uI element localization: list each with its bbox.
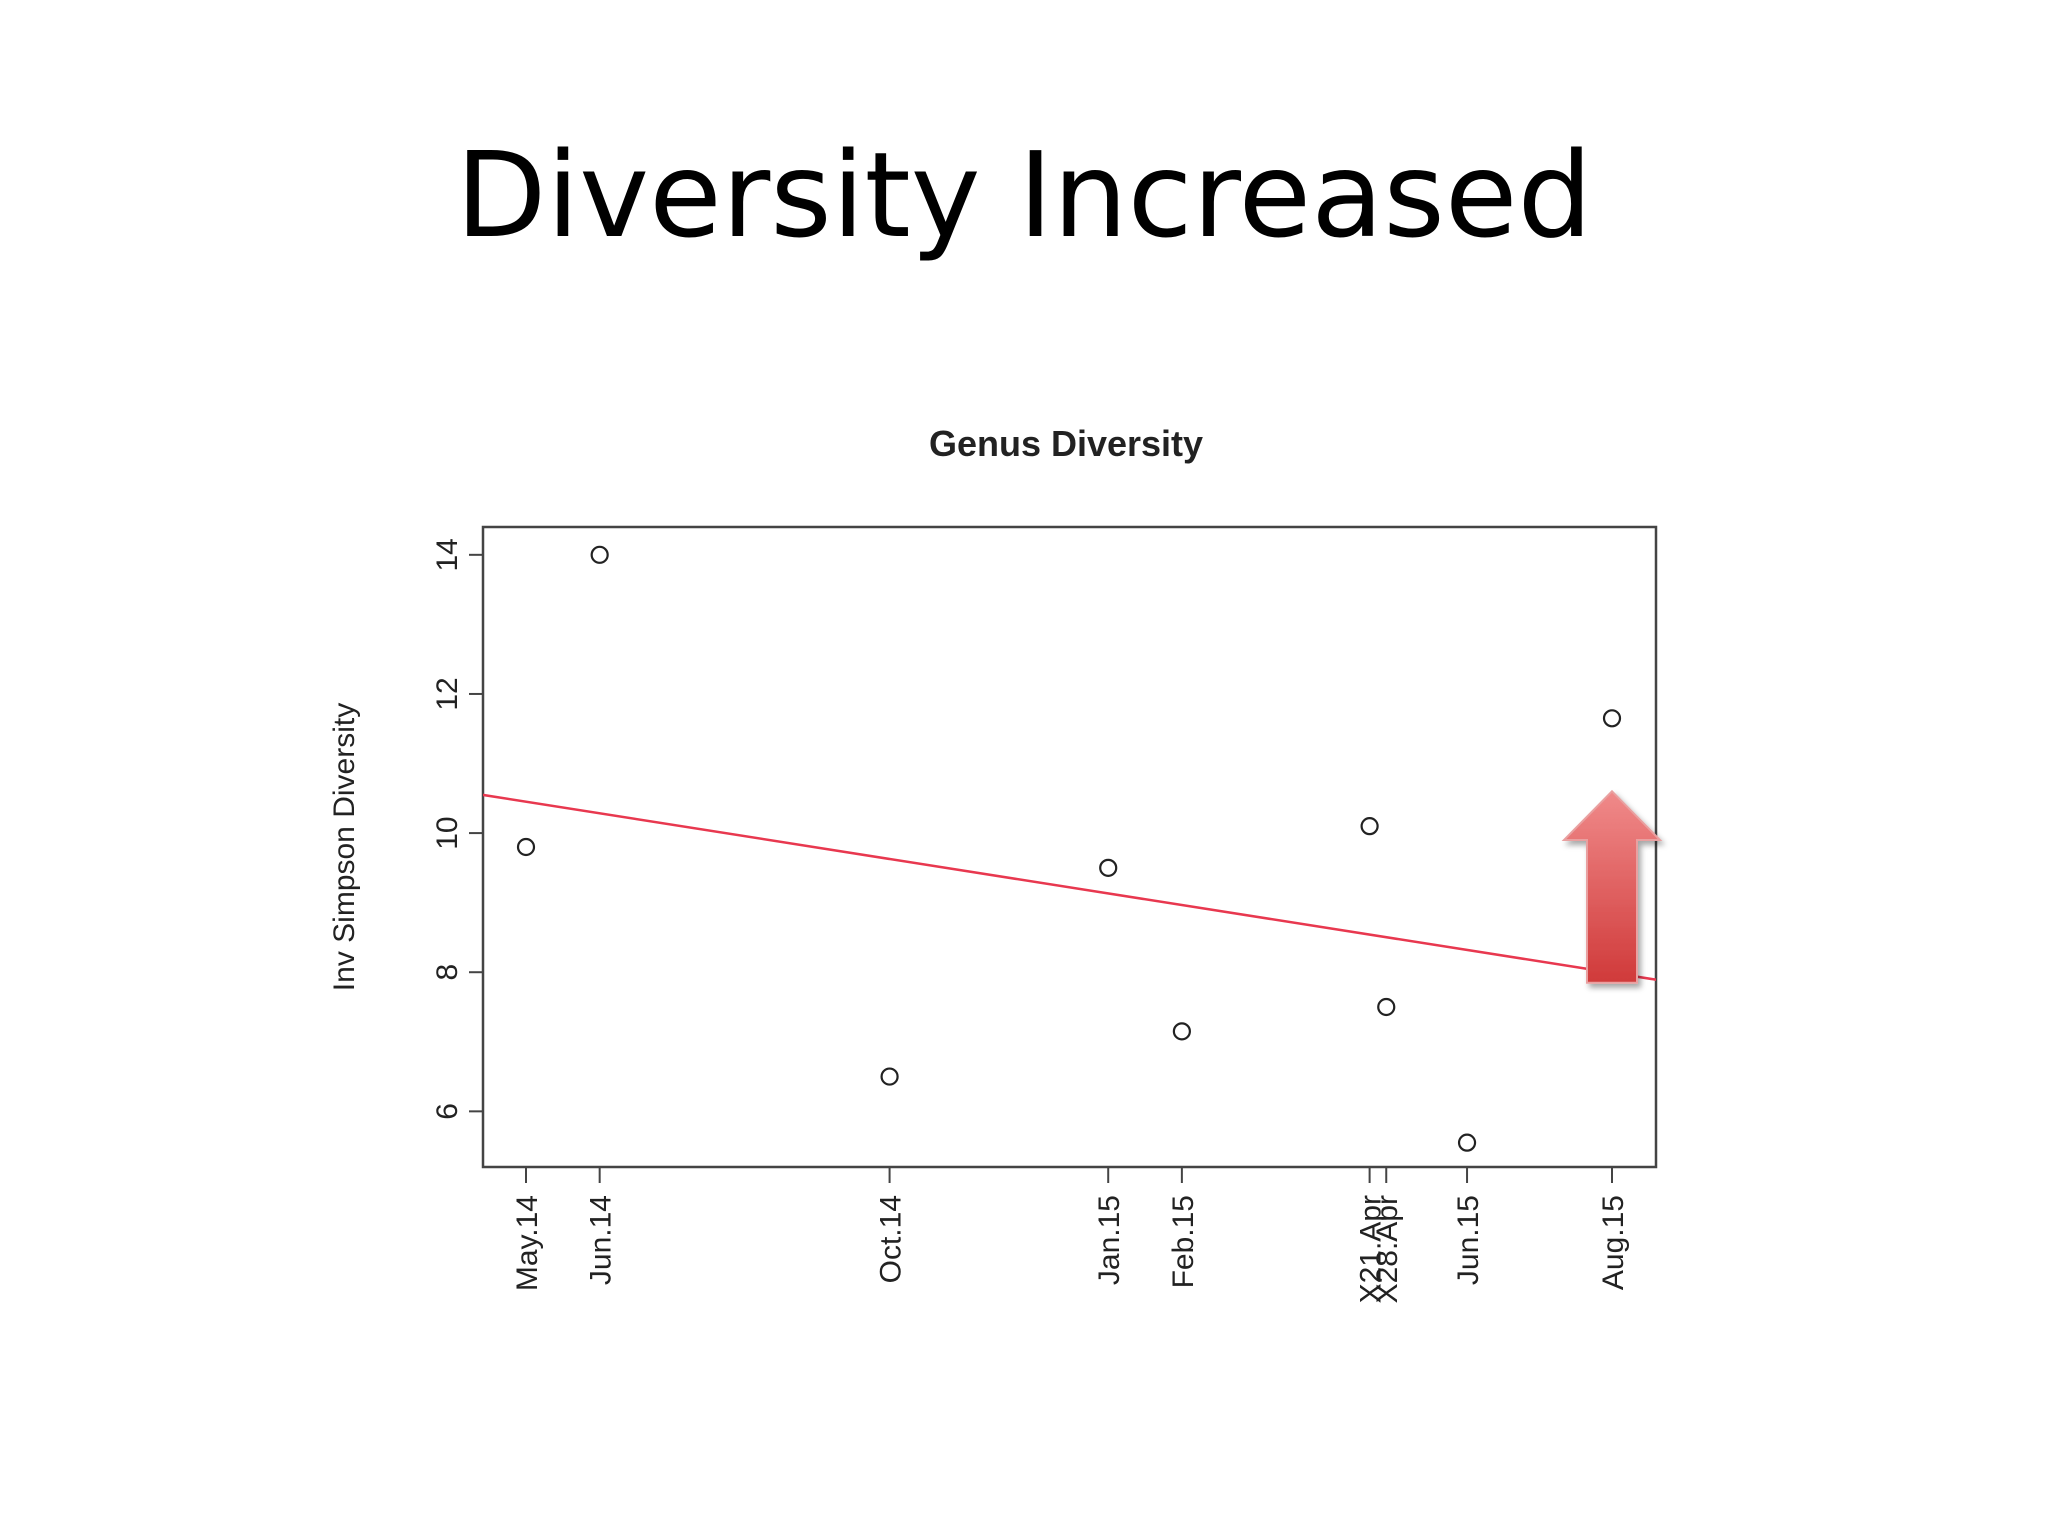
data-point	[880, 1067, 899, 1086]
x-tick-label: Feb.15	[1167, 1195, 1200, 1288]
data-point	[590, 545, 609, 564]
x-tick-label: Jun.15	[1452, 1195, 1485, 1285]
annotation-group	[1561, 789, 1663, 984]
trend-line-group	[483, 793, 1656, 981]
data-point	[1099, 858, 1118, 877]
data-point	[1377, 997, 1396, 1017]
data-point	[1602, 709, 1622, 728]
chart-title: Genus Diversity	[929, 423, 1203, 464]
x-axis: May.14 Jun.14 Oct.14 Jan.15 Feb.15 X21.AprX28…	[511, 1167, 1630, 1303]
data-point	[1360, 817, 1379, 836]
y-tick-label: 8	[431, 964, 464, 981]
x-tick-label: Aug.15	[1597, 1195, 1630, 1290]
x-tick-label: X21.Apr	[1355, 1195, 1388, 1303]
y-tick-label: 14	[431, 538, 464, 571]
x-tick-label: Jun.14	[585, 1195, 618, 1285]
y-axis-label: Inv Simpson Diversity	[328, 703, 361, 991]
data-point	[516, 837, 536, 857]
slide-title: Diversity Increased	[455, 126, 1593, 264]
y-tick-label: 12	[431, 677, 464, 710]
x-tick-label: X28.Apr	[1371, 1195, 1404, 1303]
y-tick-label: 10	[431, 816, 464, 849]
data-point	[1457, 1133, 1477, 1152]
x-tick-label: Jan.15	[1093, 1195, 1126, 1285]
trend-line	[483, 793, 1656, 981]
x-tick-label: May.14	[511, 1195, 544, 1291]
x-tick-label: Oct.14	[875, 1195, 908, 1283]
plot-frame	[481, 525, 1658, 1169]
up-arrow-icon	[1561, 789, 1663, 984]
y-tick-label: 6	[431, 1103, 464, 1120]
data-point	[1172, 1022, 1191, 1041]
y-axis: 6 8 10 12 14	[431, 538, 483, 1120]
data-points	[516, 545, 1622, 1152]
